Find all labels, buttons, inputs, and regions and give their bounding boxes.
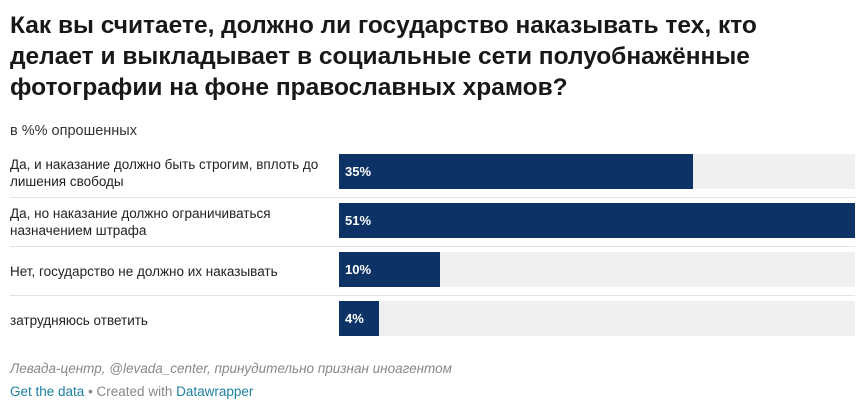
chart-title: Как вы считаете, должно ли государство н…	[10, 12, 757, 101]
footer-separator: • Created with	[84, 384, 177, 399]
bar	[339, 203, 855, 238]
bar-row: Да, но наказание должно ограничиваться н…	[10, 198, 855, 247]
value-label: 35%	[345, 164, 372, 179]
get-data-link[interactable]: Get the data	[10, 384, 85, 399]
bar-row: затрудняюсь ответить 4%	[10, 296, 855, 345]
value-label: 10%	[345, 262, 372, 277]
bar	[339, 301, 380, 336]
category-label: затрудняюсь ответить	[10, 312, 148, 328]
category-label: Да, но наказание должно ограничиваться н…	[10, 206, 271, 238]
footer: Get the data • Created with Datawrapper	[10, 384, 253, 399]
bar-row: Нет, государство не должно их наказывать…	[10, 247, 855, 296]
value-label: 51%	[345, 213, 372, 228]
bar-row: Да, и наказание должно быть строгим, впл…	[10, 149, 855, 198]
bar-background	[339, 301, 855, 336]
bar-track: 35%	[339, 154, 855, 189]
bar-chart: Да, и наказание должно быть строгим, впл…	[10, 149, 855, 345]
bar-track: 4%	[339, 301, 855, 336]
bar-track: 10%	[339, 252, 855, 287]
datawrapper-link[interactable]: Datawrapper	[176, 384, 254, 399]
chart-subtitle: в %% опрошенных	[10, 123, 137, 139]
bar-track: 51%	[339, 203, 855, 238]
bar	[339, 252, 441, 287]
source-note: Левада-центр, @levada_center, принудител…	[10, 361, 452, 376]
category-label: Нет, государство не должно их наказывать	[10, 263, 278, 279]
value-label: 4%	[345, 311, 364, 326]
category-label: Да, и наказание должно быть строгим, впл…	[10, 157, 319, 189]
bar	[339, 154, 694, 189]
